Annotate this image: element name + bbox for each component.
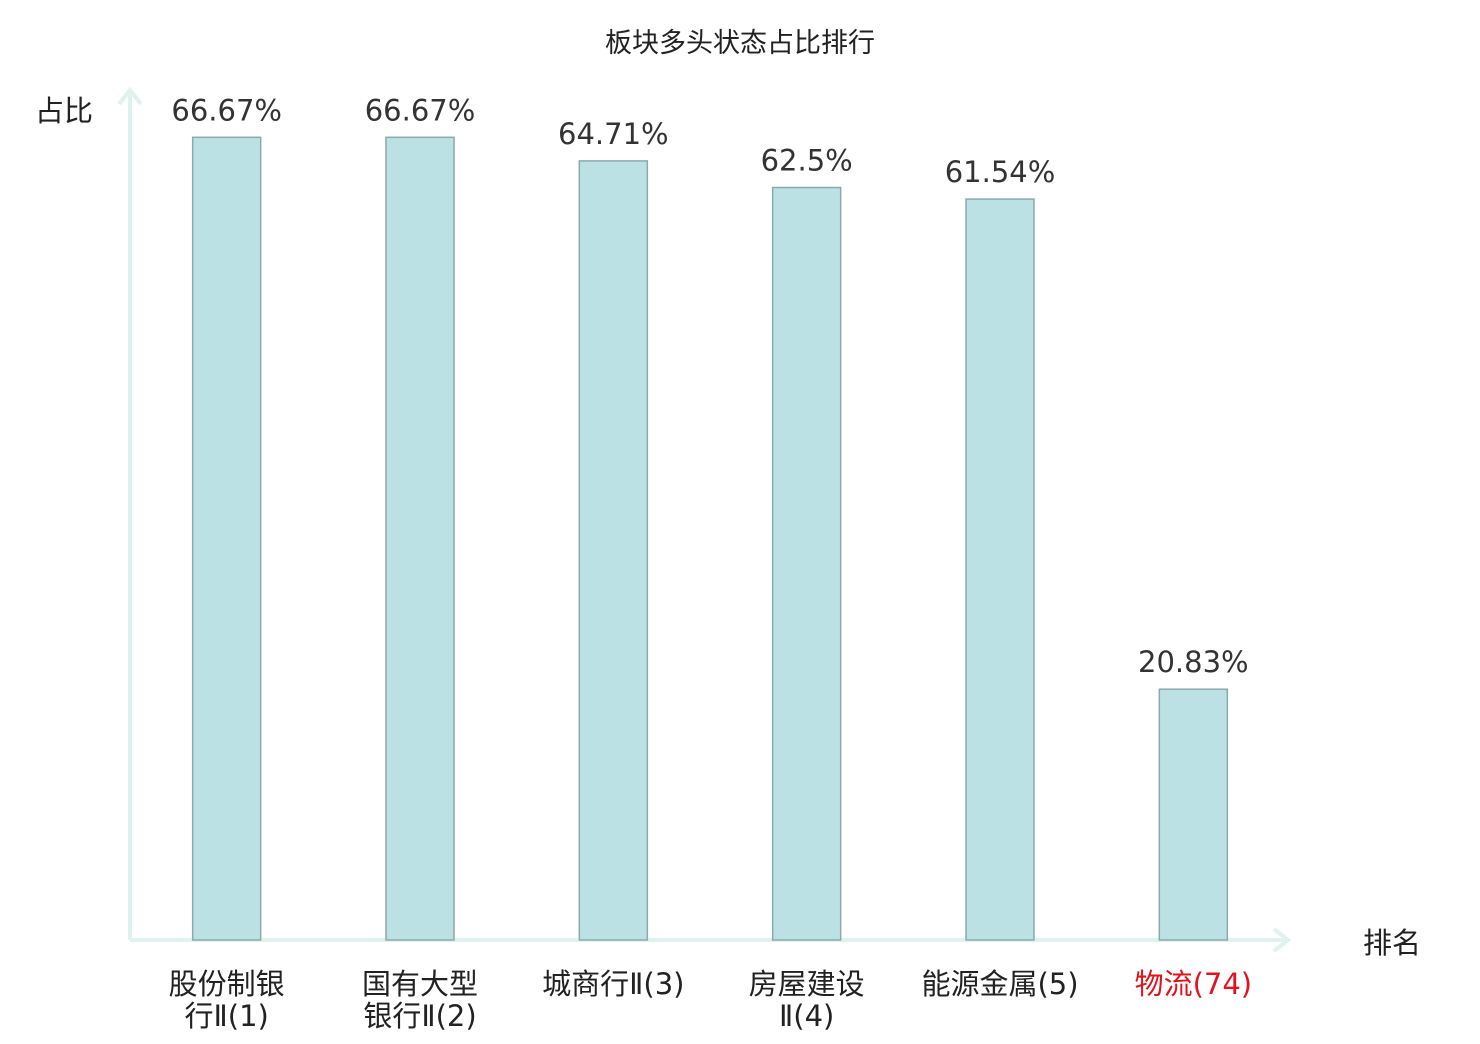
bar-5 [965, 198, 1035, 941]
value-label-4: 62.5% [761, 144, 853, 178]
chart-title: 板块多头状态占比排行 [605, 28, 875, 59]
bar-3 [578, 160, 649, 941]
bars-group: 66.67% 股份制银行Ⅱ(1) 66.67% 国有大型银行Ⅱ(2) 64.71% 城商行… [169, 93, 1252, 1033]
category-label-3: 城商行Ⅱ(3) [542, 967, 684, 1001]
value-label-1: 66.67% [171, 93, 282, 127]
x-axis-arrow [1272, 927, 1292, 953]
bar-6 [1158, 688, 1229, 941]
bar-2 [385, 136, 455, 941]
value-label-3: 64.71% [558, 117, 669, 151]
x-axis-label: 排名 [1363, 926, 1421, 960]
category-label-6: 物流(74) [1135, 967, 1253, 1001]
value-label-5: 61.54% [945, 155, 1056, 189]
category-label-4: 房屋建设 Ⅱ(4) [749, 967, 865, 1033]
axes [117, 86, 1292, 953]
category-label-5: 能源金属(5) [921, 967, 1078, 1001]
y-axis-arrow [117, 86, 143, 106]
value-label-2: 66.67% [365, 93, 476, 127]
bar-1 [191, 136, 262, 941]
category-label-2: 国有大型银行Ⅱ(2) [362, 967, 478, 1033]
value-label-6: 20.83% [1138, 645, 1249, 679]
bar-4 [771, 186, 842, 941]
category-label-1: 股份制银行Ⅱ(1) [169, 967, 285, 1033]
y-axis-label: 占比 [35, 94, 93, 128]
